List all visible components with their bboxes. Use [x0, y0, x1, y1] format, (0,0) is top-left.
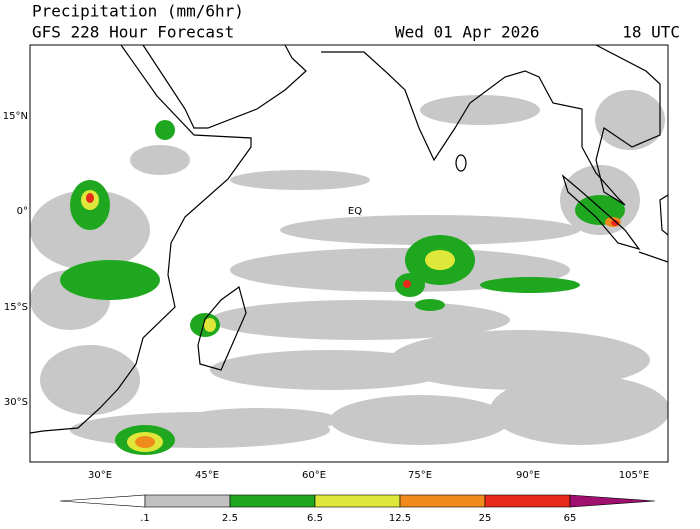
equator-label: EQ	[348, 206, 362, 217]
coastlines	[30, 45, 668, 434]
map-area: EQ 15°N 0° 15°S 30°S 30°E 45°E 60°E 75°E…	[3, 44, 669, 481]
colorbar-label: 6.5	[307, 513, 323, 524]
lat-label: 30°S	[4, 397, 28, 408]
colorbar-label: 2.5	[222, 513, 238, 524]
colorbar-labels: .1 2.5 6.5 12.5 25 65	[140, 513, 576, 524]
colorbar	[59, 494, 656, 508]
colorbar-label: 65	[564, 513, 577, 524]
forecast-time: 18 UTC	[622, 23, 680, 42]
lon-label: 90°E	[516, 470, 540, 481]
lon-label: 75°E	[408, 470, 432, 481]
precip-light	[30, 90, 668, 448]
colorbar-label: 12.5	[389, 513, 411, 524]
forecast-date: Wed 01 Apr 2026	[395, 23, 540, 42]
map-title: Precipitation (mm/6hr)	[32, 2, 244, 21]
lon-label: 45°E	[195, 470, 219, 481]
lat-label: 0°	[17, 206, 28, 217]
lon-label: 30°E	[88, 470, 112, 481]
lon-label: 60°E	[302, 470, 326, 481]
map-subtitle: GFS 228 Hour Forecast	[32, 23, 234, 42]
lat-label: 15°S	[4, 302, 28, 313]
colorbar-label: 25	[479, 513, 492, 524]
lat-label: 15°N	[3, 111, 28, 122]
map-frame	[29, 44, 669, 463]
lon-label: 105°E	[619, 470, 649, 481]
precip-heavy	[81, 190, 621, 452]
colorbar-label: .1	[140, 513, 150, 524]
